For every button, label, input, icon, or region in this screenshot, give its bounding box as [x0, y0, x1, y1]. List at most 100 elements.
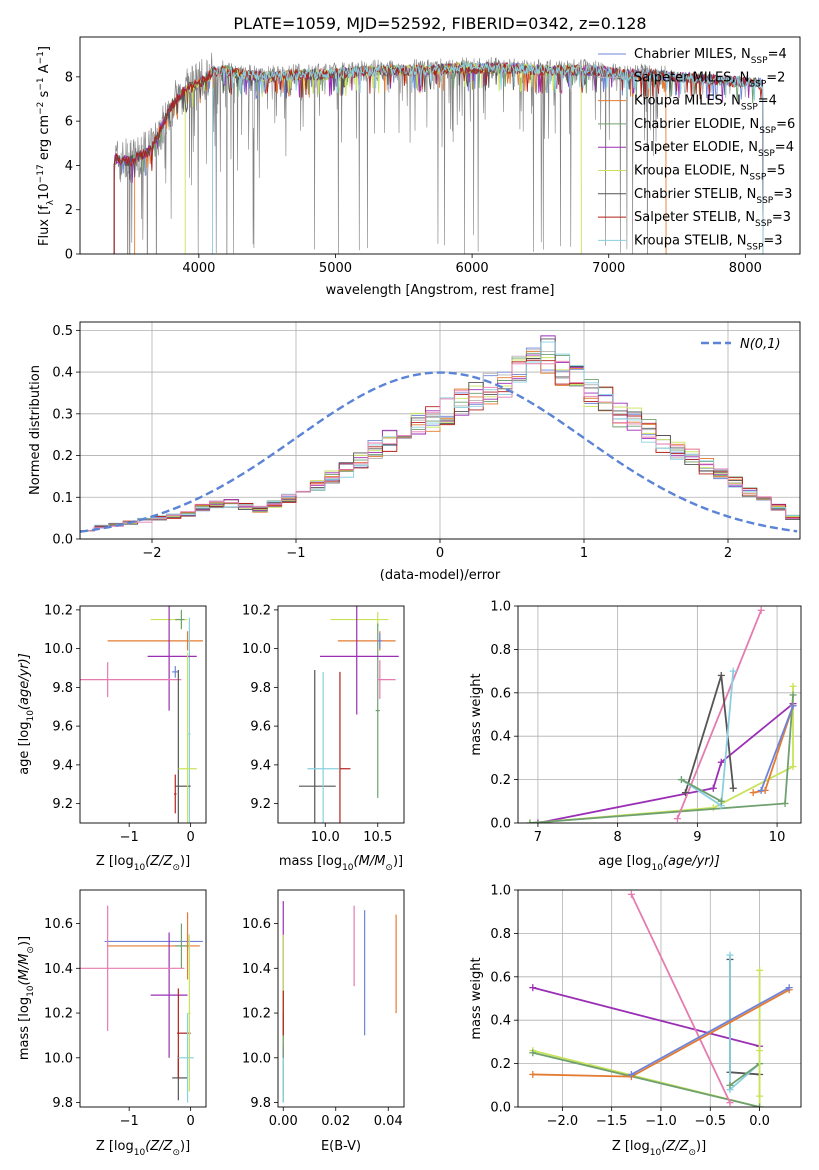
y-tick-label: 10.4 — [242, 962, 271, 977]
y-tick-label: 1.0 — [490, 600, 511, 615]
y-axis-label-part: s — [37, 90, 52, 101]
y-tick-label: 0.8 — [490, 927, 511, 942]
legend-entry-part: Kroupa STELIB, N — [634, 233, 747, 248]
errorbar-point — [337, 631, 396, 651]
x-axis-label-part: 10 — [342, 863, 354, 873]
y-axis-label: Flux [fλ10−17 erg cm−2 s−1 A−1] — [36, 46, 56, 246]
x-axis-label-part: age [log — [598, 854, 651, 869]
x-axis-label-part: Z [log — [96, 1139, 134, 1154]
x-tick-label: −2.0 — [547, 1114, 579, 1129]
legend-entry-part: =5 — [766, 164, 785, 179]
y-tick-label: 10.6 — [242, 917, 271, 932]
x-axis-label-part: (Z/Z — [661, 1139, 689, 1154]
x-tick-label: 10.0 — [311, 830, 340, 845]
errorbar-point — [339, 671, 351, 823]
errorbar-point — [147, 606, 197, 711]
weight-line — [729, 955, 761, 1092]
age-vs-mass-panel: 10.0 10.5 9.2 9.4 9.6 9.8 10.0 10.2 mass [log10(… — [242, 603, 405, 873]
y-axis-label-part: −1 — [36, 77, 46, 90]
x-tick-label: 4000 — [182, 261, 215, 276]
x-axis-label-part: 10 — [650, 1148, 662, 1158]
y-tick-label: 10.4 — [44, 962, 73, 977]
y-tick-label: 9.2 — [250, 797, 271, 812]
x-axis-label-part: (M/M — [354, 854, 386, 869]
y-tick-label: 0.2 — [490, 773, 511, 788]
y-tick-label: 1.0 — [490, 884, 511, 899]
y-tick-label: 10.6 — [44, 917, 73, 932]
legend-entry: Salpeter MILES, NSSP=2 — [634, 70, 785, 89]
y-axis-label-part: 10 — [26, 985, 36, 997]
y-tick-label: 9.8 — [52, 1096, 73, 1111]
y-tick-label: 0.2 — [490, 1057, 511, 1072]
x-tick-label: 1 — [580, 546, 588, 561]
legend-entry-part: SSP — [759, 126, 776, 136]
y-axis-label-part: −1 — [36, 51, 46, 64]
y-axis-label-part: )] — [17, 936, 32, 946]
axes-frame — [517, 889, 802, 1108]
weight-line — [529, 694, 794, 823]
weight-line — [529, 686, 794, 823]
x-tick-label: −0.5 — [694, 1114, 726, 1129]
y-tick-label: 0.6 — [490, 686, 511, 701]
plot-area — [299, 606, 399, 823]
y-tick-label: 9.6 — [52, 720, 73, 735]
mass-vs-EBV-panel: 0.00 0.02 0.04 9.8 10.0 10.2 10.4 10.6 E(B-V) — [242, 889, 405, 1154]
x-tick-label: 6000 — [456, 261, 489, 276]
x-axis-label-part: (age/yr)] — [663, 854, 720, 869]
y-axis-label-part: (M/M — [17, 954, 32, 986]
y-tick-label: 0.4 — [490, 730, 511, 745]
x-axis-label: Z [log10(Z/Z⊙)] — [96, 1139, 190, 1158]
spectrum-panel: 4000 5000 6000 7000 8000 0 2 4 6 8 wavelength [Ang… — [36, 36, 801, 298]
plot-area — [80, 905, 203, 1103]
y-tick-label: 9.6 — [250, 720, 271, 735]
x-tick-label: 0 — [436, 546, 444, 561]
y-tick-label: 9.4 — [52, 758, 73, 773]
axes-frame — [79, 889, 207, 1108]
errorbar-point — [299, 669, 336, 823]
legend-entry: Chabrier STELIB, NSSP=3 — [634, 187, 792, 206]
weight-line — [532, 970, 761, 1107]
weight-line — [729, 1062, 761, 1087]
legend-entry: Kroupa STELIB, NSSP=3 — [634, 233, 783, 252]
axes-frame — [79, 321, 801, 540]
legend-entry-part: Salpeter ELODIE, N — [634, 140, 758, 155]
y-tick-label: 9.8 — [250, 681, 271, 696]
axes-frame — [277, 605, 405, 824]
model-spectrum — [212, 61, 764, 254]
x-axis-label-part: )] — [180, 854, 190, 869]
y-axis-label-part: −17 — [36, 164, 46, 183]
massweight-vs-age-panel: 7 8 9 10 0.0 0.2 0.4 0.6 0.8 1.0 mass weight age [l… — [469, 600, 802, 873]
legend-entry-part: Salpeter MILES, N — [634, 70, 749, 85]
x-axis-label-part: ⊙ — [172, 863, 180, 873]
legend-entry-part: =4 — [758, 94, 777, 109]
x-axis-label-part: (Z/Z — [145, 1139, 173, 1154]
age-vs-Z-panel: −1 09.29.49.69.810.010.2Z [log10(Z/Z⊙)]ag… — [17, 603, 207, 873]
y-tick-label: 10.2 — [242, 603, 271, 618]
y-tick-label: 10.2 — [44, 603, 73, 618]
x-axis-label-part: Z [log — [612, 1139, 650, 1154]
model-spectrum — [134, 62, 667, 254]
x-axis-label: Z [log10(Z/Z⊙)] — [612, 1139, 706, 1158]
legend-entry-part: =2 — [766, 70, 785, 85]
weight-line — [532, 1051, 760, 1107]
x-axis-label: (data-model)/error — [380, 568, 501, 583]
errorbar-point — [150, 932, 188, 1058]
legend-entry-part: =4 — [775, 140, 794, 155]
y-axis-label-part: age [log — [17, 722, 32, 775]
errorbar-point — [377, 660, 396, 699]
weight-line — [760, 705, 794, 791]
x-tick-label: −1 — [286, 546, 305, 561]
x-tick-label: 0 — [186, 830, 194, 845]
y-axis-label-part: A — [37, 64, 52, 77]
y-axis-label-part: Flux [f — [37, 205, 52, 246]
legend-entry-part: =3 — [772, 210, 791, 225]
plot-area — [526, 606, 797, 823]
x-axis-label: mass [log10(M/M⊙)] — [279, 854, 403, 873]
weight-line — [680, 778, 722, 803]
y-tick-label: 6 — [65, 115, 73, 130]
legend-entry-part: Chabrier ELODIE, N — [634, 117, 759, 132]
legend-entry-part: Chabrier MILES, N — [634, 47, 751, 62]
legend-entry-part: =6 — [776, 117, 795, 132]
plot-area — [80, 606, 203, 823]
